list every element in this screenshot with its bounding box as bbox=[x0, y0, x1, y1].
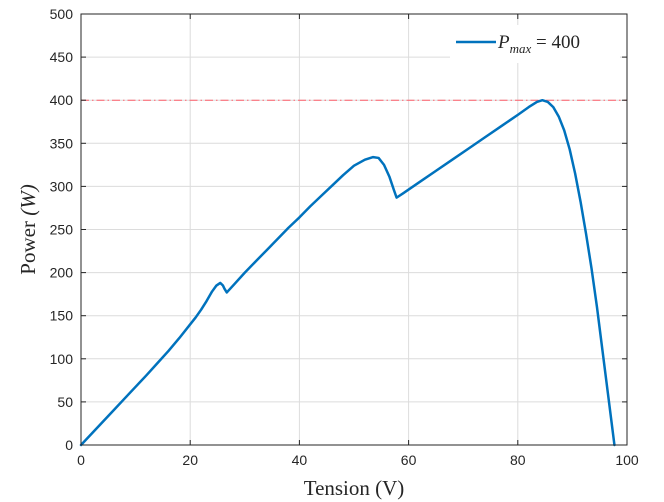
y-tick-label: 400 bbox=[50, 92, 74, 108]
tick-layer: 0 20 40 60 80 100 0 50 100 150 200 250 300 350 400 450 5… bbox=[50, 6, 639, 468]
y-tick-label: 0 bbox=[65, 437, 73, 453]
y-tick-label: 250 bbox=[50, 222, 74, 238]
legend-equals: = 400 bbox=[531, 32, 580, 53]
grid-layer bbox=[80, 13, 628, 446]
x-tick-label: 60 bbox=[401, 452, 417, 468]
series-layer bbox=[79, 98, 616, 447]
legend-label: Pmax = 400 bbox=[497, 32, 580, 56]
y-tick-label: 50 bbox=[57, 394, 73, 410]
legend-box bbox=[450, 25, 620, 63]
x-axis-title: Tension (V) bbox=[304, 476, 405, 500]
y-axis-title: Power (W) bbox=[16, 184, 40, 274]
y-tick-label: 350 bbox=[50, 135, 74, 151]
power-curve-series bbox=[79, 98, 616, 447]
legend-symbol: P bbox=[497, 32, 510, 53]
legend: Pmax = 400 bbox=[450, 25, 620, 63]
y-tick-label: 300 bbox=[50, 178, 74, 194]
y-axis-title-unit: (W) bbox=[16, 184, 40, 215]
x-tick-label: 100 bbox=[615, 452, 639, 468]
x-tick-label: 80 bbox=[510, 452, 526, 468]
y-tick-label: 100 bbox=[50, 351, 74, 367]
legend-subscript: max bbox=[510, 41, 532, 56]
y-tick-label: 500 bbox=[50, 6, 74, 22]
x-tick-label: 20 bbox=[182, 452, 198, 468]
x-tick-label: 0 bbox=[77, 452, 85, 468]
y-axis-title-text: Power bbox=[16, 216, 40, 275]
y-tick-label: 150 bbox=[50, 308, 74, 324]
y-tick-label: 450 bbox=[50, 49, 74, 65]
x-tick-label: 40 bbox=[292, 452, 308, 468]
y-tick-label: 200 bbox=[50, 265, 74, 281]
